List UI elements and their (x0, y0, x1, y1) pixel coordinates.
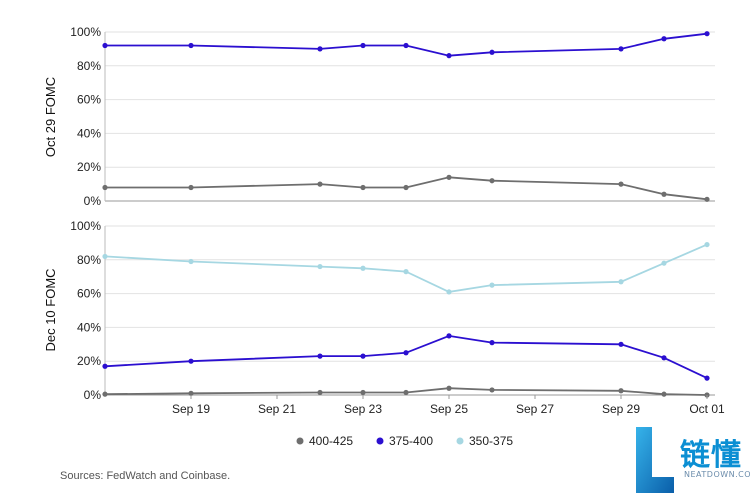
y-tick-label: 40% (77, 126, 101, 140)
x-tick-label: Sep 21 (258, 402, 296, 416)
y-tick-label: 100% (70, 219, 101, 233)
data-point-400-425 (661, 391, 667, 397)
data-point-375-400 (661, 36, 667, 42)
data-point-375-400 (489, 49, 495, 55)
legend-marker-375-400 (376, 437, 384, 445)
data-point-400-425 (188, 390, 194, 396)
data-point-400-425 (618, 388, 624, 394)
y-tick-label: 80% (77, 253, 101, 267)
y-tick-label: 60% (77, 287, 101, 301)
data-point-375-400 (360, 42, 366, 49)
data-point-400-425 (360, 184, 366, 191)
x-tick-label: Sep 29 (602, 402, 640, 416)
series-line-400-425 (104, 387, 708, 396)
legend-label: 350-375 (469, 434, 513, 448)
data-point-375-400 (446, 53, 452, 59)
data-point-375-400 (317, 46, 323, 52)
data-point-375-400 (188, 358, 194, 364)
data-point-350-375 (446, 289, 452, 295)
data-point-400-425 (188, 184, 194, 191)
data-point-350-375 (403, 269, 409, 275)
data-point-350-375 (618, 279, 624, 285)
data-point-400-425 (704, 196, 710, 202)
data-point-400-425 (446, 385, 452, 391)
data-point-375-400 (360, 353, 366, 359)
source-note: Sources: FedWatch and Coinbase. (60, 470, 231, 482)
data-point-400-425 (489, 178, 495, 184)
data-point-375-400 (188, 42, 194, 49)
y-tick-label: 20% (77, 354, 101, 368)
y-tick-label: 0% (84, 388, 102, 402)
data-point-400-425 (489, 387, 495, 393)
legend-label: 400-425 (309, 434, 353, 448)
data-point-350-375 (317, 263, 323, 270)
data-point-400-425 (317, 181, 323, 187)
data-point-400-425 (446, 174, 452, 180)
data-point-350-375 (360, 265, 366, 271)
data-point-350-375 (489, 282, 495, 288)
legend-label: 375-400 (389, 434, 433, 448)
data-point-375-400 (102, 363, 108, 369)
data-point-375-400 (661, 355, 667, 361)
data-point-400-425 (661, 191, 667, 197)
data-point-400-425 (317, 389, 323, 396)
data-point-400-425 (102, 184, 108, 191)
x-tick-label: Oct 01 (689, 402, 725, 416)
data-point-375-400 (446, 333, 452, 339)
logo-text-cn: 链懂 (680, 438, 742, 473)
data-point-375-400 (489, 340, 495, 346)
series-line-350-375 (104, 243, 708, 293)
data-point-350-375 (188, 258, 194, 265)
series-line-400-425 (105, 176, 708, 201)
data-point-400-425 (403, 184, 409, 191)
x-tick-label: Sep 19 (172, 402, 210, 416)
y-tick-label: 20% (77, 160, 101, 174)
data-point-375-400 (704, 375, 710, 381)
data-point-375-400 (102, 42, 108, 49)
y-tick-label: 100% (70, 25, 101, 39)
panel-label: Oct 29 FOMC (43, 77, 58, 157)
data-point-350-375 (661, 260, 667, 266)
x-tick-label: Sep 23 (344, 402, 382, 416)
data-point-375-400 (403, 42, 409, 49)
data-point-375-400 (618, 341, 624, 347)
data-point-375-400 (704, 31, 710, 37)
legend-marker-400-425 (296, 437, 304, 445)
data-point-400-425 (360, 389, 366, 396)
data-point-375-400 (317, 353, 323, 359)
data-point-375-400 (618, 46, 624, 52)
data-point-400-425 (403, 389, 409, 396)
y-tick-label: 60% (77, 93, 101, 107)
neatdown-logo (636, 427, 674, 493)
data-point-350-375 (704, 241, 710, 248)
y-tick-label: 40% (77, 320, 101, 334)
logo-text-en: NEATDOWN.COM (684, 470, 750, 479)
series-line-375-400 (104, 334, 708, 379)
y-tick-label: 80% (77, 59, 101, 73)
panel-label: Dec 10 FOMC (43, 268, 58, 351)
series-line-375-400 (105, 32, 708, 57)
data-point-350-375 (102, 253, 108, 260)
legend-marker-350-375 (456, 437, 464, 445)
x-tick-label: Sep 27 (516, 402, 554, 416)
data-point-375-400 (403, 350, 409, 356)
x-tick-label: Sep 25 (430, 402, 468, 416)
data-point-400-425 (618, 181, 624, 187)
y-tick-label: 0% (84, 194, 102, 208)
data-point-400-425 (102, 391, 108, 397)
